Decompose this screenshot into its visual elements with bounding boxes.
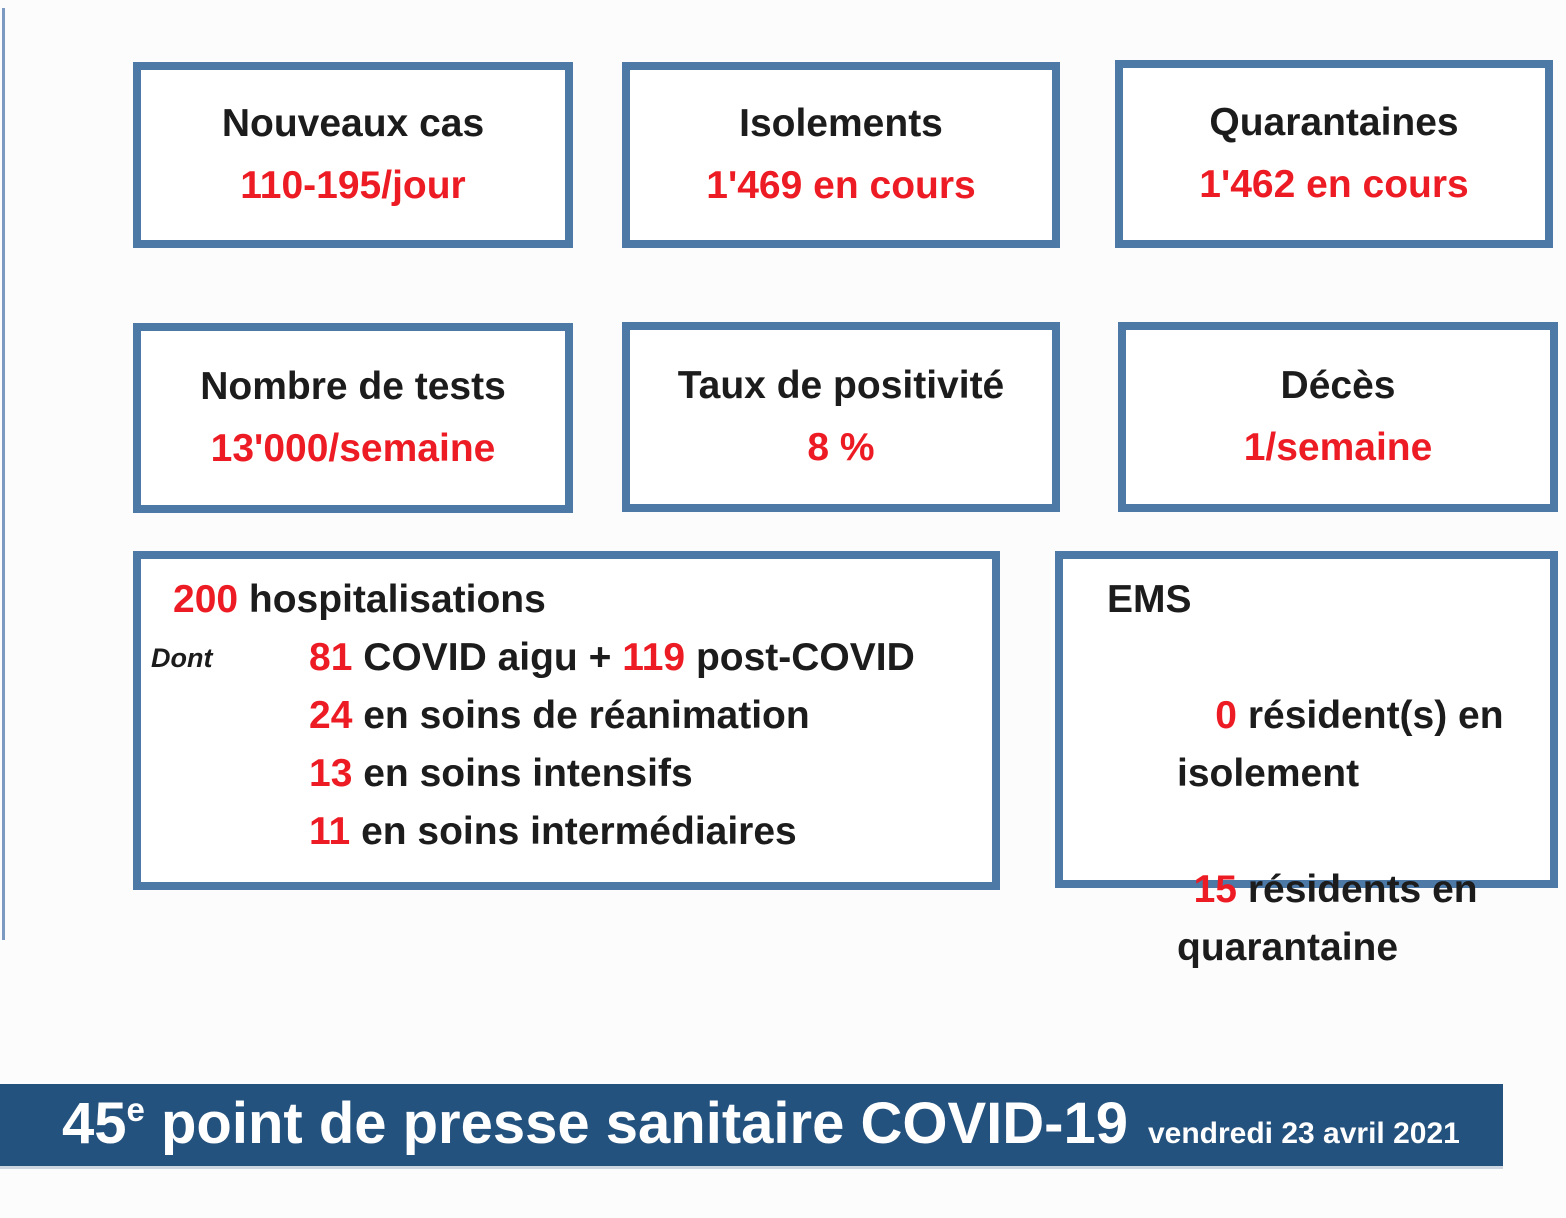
hospitalisations-count: 200 xyxy=(173,578,239,621)
hospitalisations-breakdown: 81 COVID aigu + 119 post-COVID 24 en soi… xyxy=(309,629,992,861)
stat-value-nombre-de-tests: 13'000/semaine xyxy=(210,427,496,470)
stat-value-taux-de-positivite: 8 % xyxy=(807,426,875,469)
post-covid-text: post-COVID xyxy=(685,636,915,679)
ems-quarantaine-text: résidents en quarantaine xyxy=(1177,868,1478,969)
intermediaires-text: en soins intermédiaires xyxy=(350,810,797,853)
post-covid-count: 119 xyxy=(622,636,686,679)
stat-value-deces: 1/semaine xyxy=(1243,426,1433,469)
intensifs-count: 13 xyxy=(309,752,353,795)
stat-box-nouveaux-cas: Nouveaux cas 110-195/jour xyxy=(133,62,573,248)
hospitalisations-box: 200 hospitalisations Dont 81 COVID aigu … xyxy=(133,551,1000,890)
ems-quarantaine-count: 15 xyxy=(1193,868,1237,911)
stat-box-isolements: Isolements 1'469 en cours xyxy=(622,62,1060,248)
intermediaires-count: 11 xyxy=(309,810,351,853)
ems-isolement-text: résident(s) en isolement xyxy=(1177,694,1504,795)
hospitalisations-total-line: 200 hospitalisations xyxy=(173,571,992,629)
stat-box-nombre-de-tests: Nombre de tests 13'000/semaine xyxy=(133,323,573,513)
stat-label-quarantaines: Quarantaines xyxy=(1209,101,1459,144)
ems-isolement-item: 0 résident(s) en isolement xyxy=(1107,629,1550,803)
left-edge-rule xyxy=(2,8,5,940)
stat-value-nouveaux-cas: 110-195/jour xyxy=(240,164,466,207)
dont-label: Dont xyxy=(151,643,213,673)
stat-box-quarantaines: Quarantaines 1'462 en cours xyxy=(1115,60,1553,248)
ems-title: EMS xyxy=(1107,578,1192,621)
stat-label-isolements: Isolements xyxy=(739,102,943,145)
covid-aigu-count: 81 xyxy=(309,636,353,679)
stat-value-quarantaines: 1'462 en cours xyxy=(1199,163,1469,206)
stat-value-isolements: 1'469 en cours xyxy=(706,164,976,207)
ems-quarantaine-item: 15 résidents en quarantaine xyxy=(1107,803,1550,977)
intensifs-text: en soins intensifs xyxy=(352,752,693,795)
stat-box-deces: Décès 1/semaine xyxy=(1118,322,1558,512)
banner-title: point de presse sanitaire COVID-19 xyxy=(144,1091,1128,1156)
ems-box: EMS 0 résident(s) en isolement 15 réside… xyxy=(1055,551,1558,969)
breakdown-line-intensifs: 13 en soins intensifs xyxy=(309,745,992,803)
reanimation-count: 24 xyxy=(309,694,353,737)
stat-label-deces: Décès xyxy=(1280,364,1396,407)
banner-number: 45 xyxy=(62,1091,127,1156)
covid-aigu-text: COVID aigu + xyxy=(352,636,623,679)
breakdown-line-reanimation: 24 en soins de réanimation xyxy=(309,687,992,745)
stat-label-nombre-de-tests: Nombre de tests xyxy=(200,365,506,408)
hospitalisations-detail-row: Dont 81 COVID aigu + 119 post-COVID 24 e… xyxy=(151,629,992,861)
title-banner: 45e point de presse sanitaire COVID-19 ve… xyxy=(0,1084,1503,1166)
banner-ordinal: e xyxy=(126,1091,145,1128)
breakdown-line-covid: 81 COVID aigu + 119 post-COVID xyxy=(309,629,992,687)
stat-label-nouveaux-cas: Nouveaux cas xyxy=(221,102,485,145)
breakdown-line-intermediaires: 11 en soins intermédiaires xyxy=(309,803,992,861)
banner-date: vendredi 23 avril 2021 xyxy=(1147,1117,1460,1150)
ems-isolement-count: 0 xyxy=(1215,694,1237,737)
stat-label-taux-de-positivite: Taux de positivité xyxy=(677,364,1005,407)
stat-box-taux-de-positivite: Taux de positivité 8 % xyxy=(622,322,1060,512)
reanimation-text: en soins de réanimation xyxy=(352,694,810,737)
hospitalisations-title: hospitalisations xyxy=(238,578,546,621)
